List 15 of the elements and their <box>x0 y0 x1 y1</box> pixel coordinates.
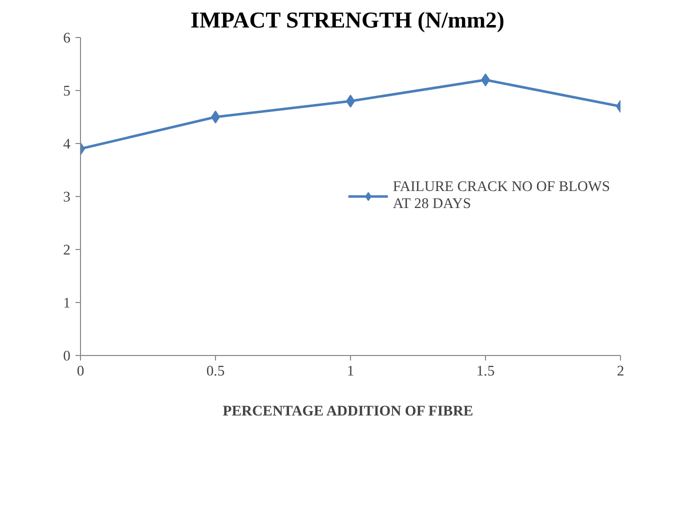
x-tick-label: 0.5 <box>206 364 225 380</box>
y-tick-label: 4 <box>63 136 72 152</box>
x-tick-label: 0 <box>76 364 84 380</box>
legend-label: FAILURE CRACK NO OF BLOWS AT 28 DAYS <box>392 179 610 213</box>
y-tick-label: 2 <box>63 242 70 258</box>
y-tick-label: 0 <box>63 348 70 364</box>
x-axis-title: PERCENTAGE ADDITION OF FIBRE <box>222 404 474 420</box>
chart-title: IMPACT STRENGTH (N/mm2) <box>190 8 504 32</box>
y-tick-label: 3 <box>63 190 70 206</box>
y-tick-label: 5 <box>63 84 70 100</box>
x-tick-label: 1 <box>346 364 354 380</box>
x-tick-label: 2 <box>616 364 624 380</box>
y-tick-label: 1 <box>63 296 70 312</box>
y-tick-label: 6 <box>63 30 70 46</box>
x-tick-label: 1.5 <box>476 364 495 380</box>
